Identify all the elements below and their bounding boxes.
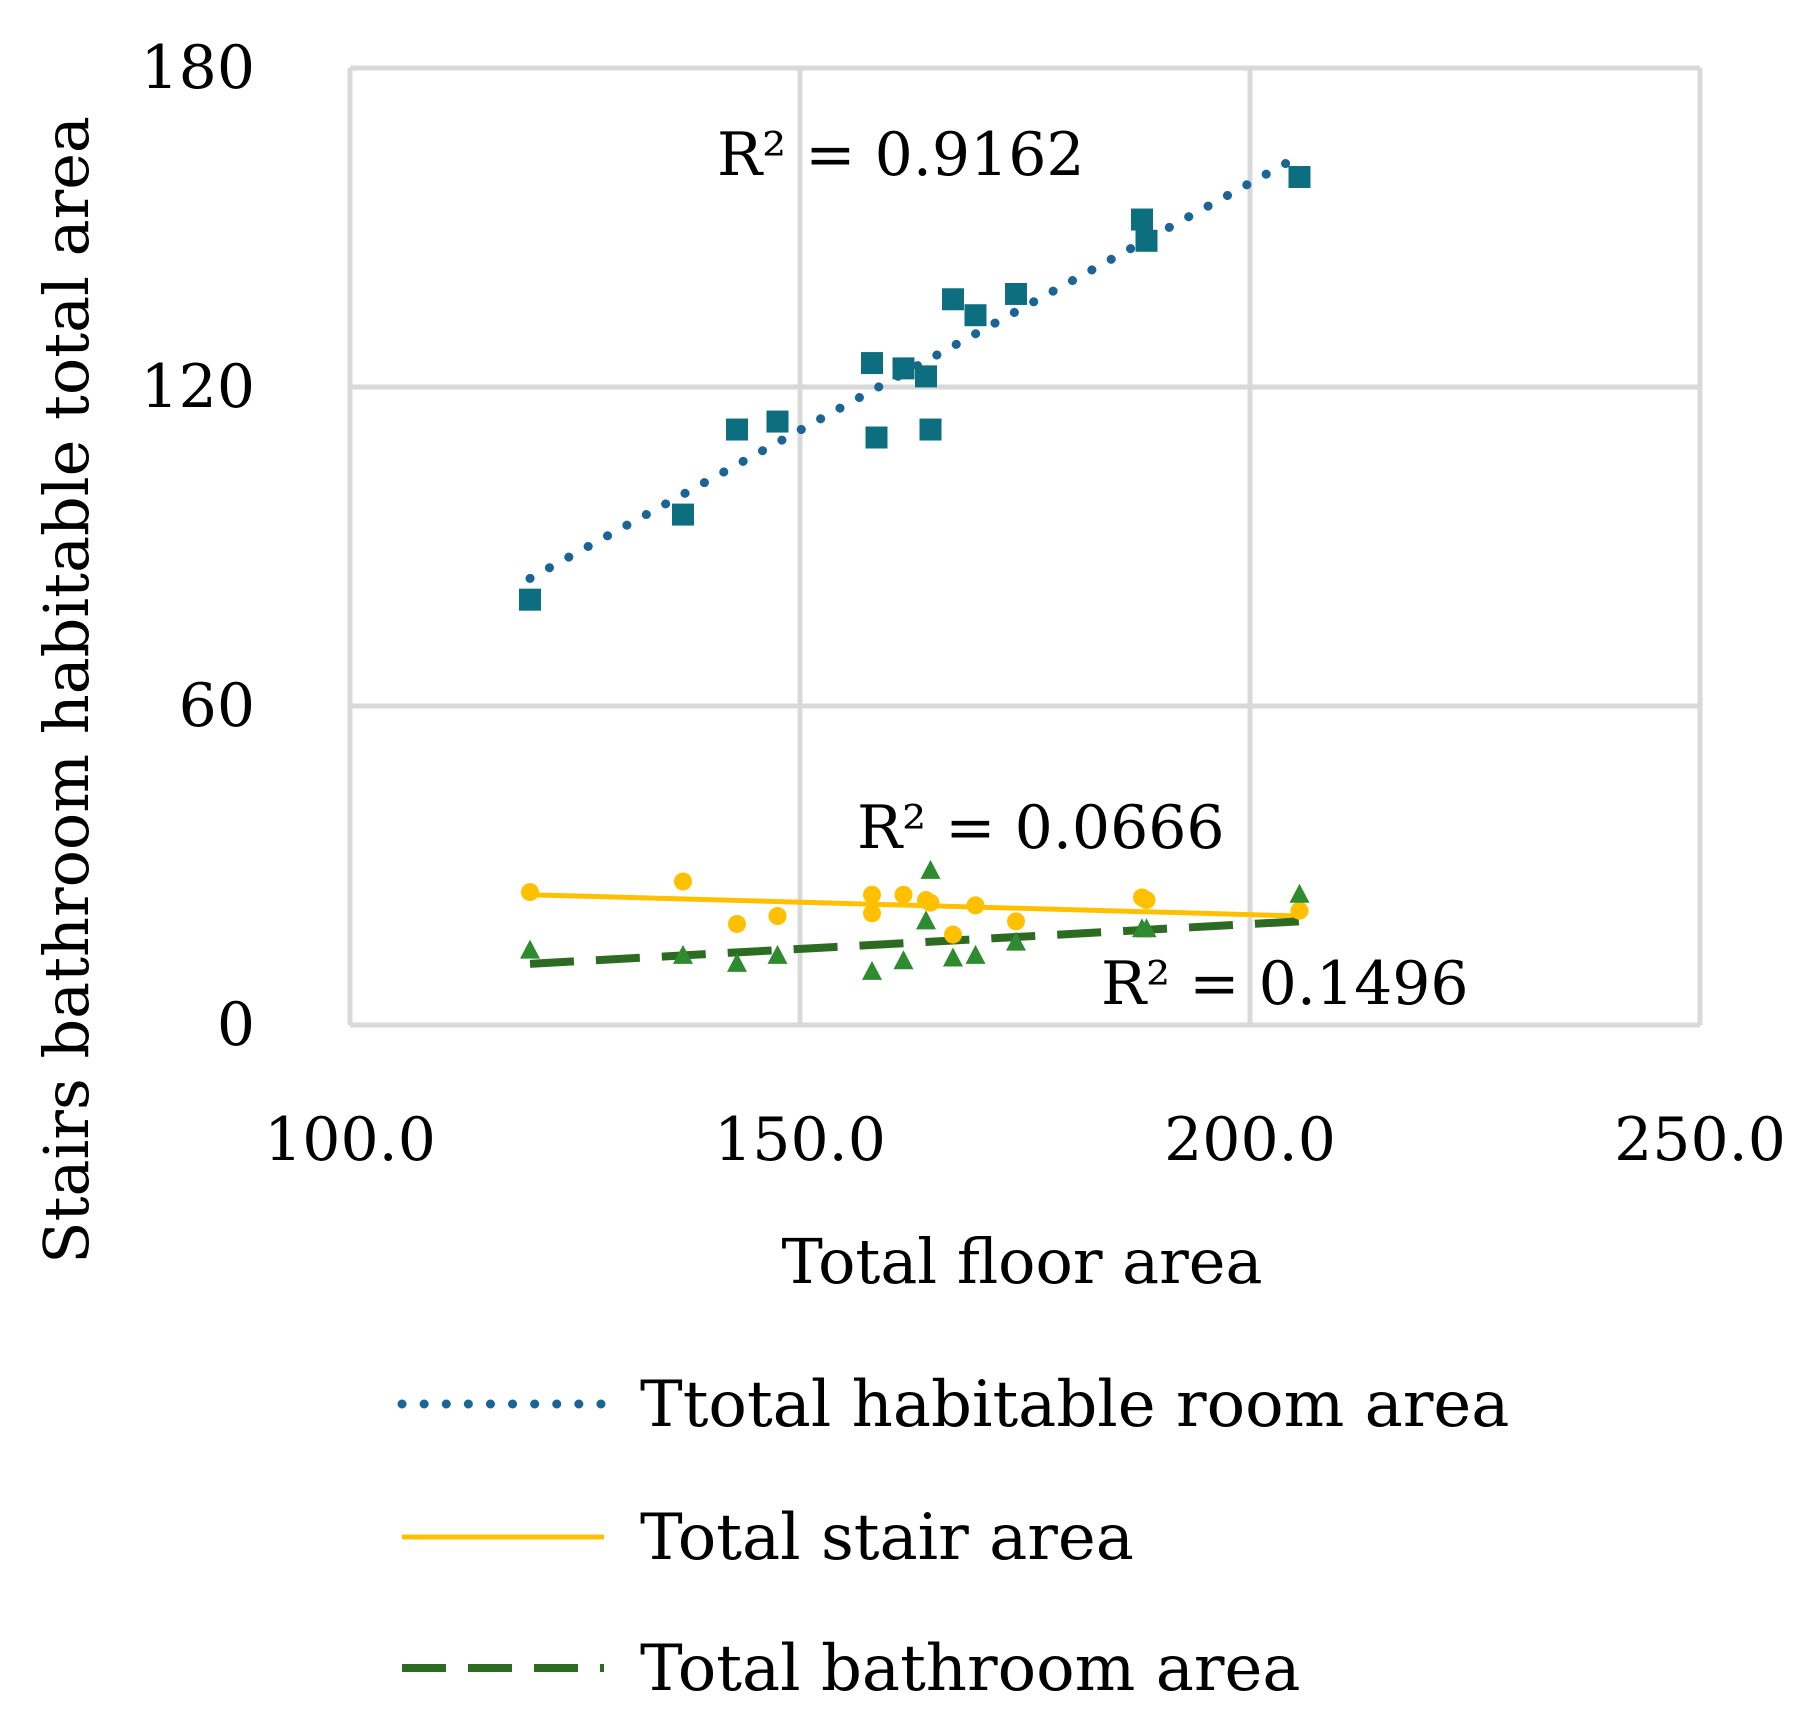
data-point-bathroom xyxy=(1006,931,1026,951)
data-point-bathroom xyxy=(727,952,747,972)
tick-labels: 0 60 120 180 100.0 150.0 200.0 250.0 xyxy=(140,33,1785,1175)
x-axis-title: Total floor area xyxy=(782,1225,1263,1298)
data-point-habitable xyxy=(942,288,964,311)
data-point-habitable xyxy=(1135,229,1158,252)
legend-label-stair: Total stair area xyxy=(640,1501,1134,1575)
data-point-habitable xyxy=(861,352,883,375)
grid xyxy=(347,65,1703,1028)
data-point-bathroom xyxy=(916,910,936,930)
data-point-stair xyxy=(966,896,985,915)
x-tick-label: 150.0 xyxy=(714,1105,886,1175)
data-point-habitable xyxy=(1131,208,1153,231)
data-point-bathroom xyxy=(943,947,963,967)
r2-label-bathroom: R² = 0.1496 xyxy=(1101,949,1469,1019)
data-point-bathroom xyxy=(965,944,986,964)
data-point-stair xyxy=(1007,912,1025,931)
x-tick-label: 250.0 xyxy=(1614,1105,1786,1175)
y-tick-label: 180 xyxy=(140,33,255,103)
data-point-habitable xyxy=(892,357,915,380)
data-point-stair xyxy=(728,914,746,933)
data-point-bathroom xyxy=(893,950,914,970)
data-point-bathroom xyxy=(520,939,540,959)
trendline-ttotal-habitable-room-area xyxy=(525,153,1300,583)
data-point-habitable xyxy=(766,410,789,433)
r2-label-habitable: R² = 0.9162 xyxy=(717,120,1085,190)
trendlines xyxy=(525,153,1300,968)
data-points xyxy=(519,165,1311,980)
legend-item-bathroom: Total bathroom area xyxy=(402,1632,1300,1706)
y-tick-label: 0 xyxy=(217,990,255,1060)
data-point-stair xyxy=(521,883,539,902)
data-point-habitable xyxy=(1288,165,1311,188)
data-point-stair xyxy=(1290,901,1309,920)
data-point-habitable xyxy=(1005,282,1027,305)
data-point-stair xyxy=(894,885,913,904)
trendline-total-stair-area xyxy=(529,892,1300,919)
data-point-habitable xyxy=(865,426,888,449)
legend: Ttotal habitable room area Total stair a… xyxy=(397,1368,1509,1706)
data-point-stair xyxy=(1137,891,1156,910)
data-point-bathroom xyxy=(673,944,693,964)
data-point-stair xyxy=(921,893,940,912)
x-tick-label: 200.0 xyxy=(1164,1105,1336,1175)
x-tick-label: 100.0 xyxy=(264,1105,436,1175)
data-point-habitable xyxy=(919,418,942,441)
y-tick-label: 120 xyxy=(140,352,255,422)
data-point-habitable xyxy=(964,304,987,327)
data-point-stair xyxy=(944,925,962,944)
y-axis-title: Stairs bathroom habitable total area xyxy=(30,116,103,1264)
data-point-bathroom xyxy=(767,944,788,964)
data-point-habitable xyxy=(726,418,748,441)
data-point-stair xyxy=(674,872,692,891)
data-point-bathroom xyxy=(862,960,882,980)
data-point-habitable xyxy=(672,503,694,526)
data-point-bathroom xyxy=(920,859,941,879)
legend-item-habitable: Ttotal habitable room area xyxy=(397,1368,1509,1442)
data-point-habitable xyxy=(519,588,541,611)
data-point-bathroom xyxy=(1289,883,1310,903)
data-point-habitable xyxy=(915,365,937,388)
data-point-stair xyxy=(863,904,881,923)
r2-label-stair: R² = 0.0666 xyxy=(857,793,1225,863)
legend-item-stair: Total stair area xyxy=(402,1501,1134,1575)
data-point-stair xyxy=(863,885,881,904)
data-point-stair xyxy=(768,907,787,926)
legend-label-habitable: Ttotal habitable room area xyxy=(640,1368,1509,1442)
y-tick-label: 60 xyxy=(179,671,255,741)
legend-label-bathroom: Total bathroom area xyxy=(640,1632,1300,1706)
data-point-bathroom xyxy=(1136,918,1157,938)
